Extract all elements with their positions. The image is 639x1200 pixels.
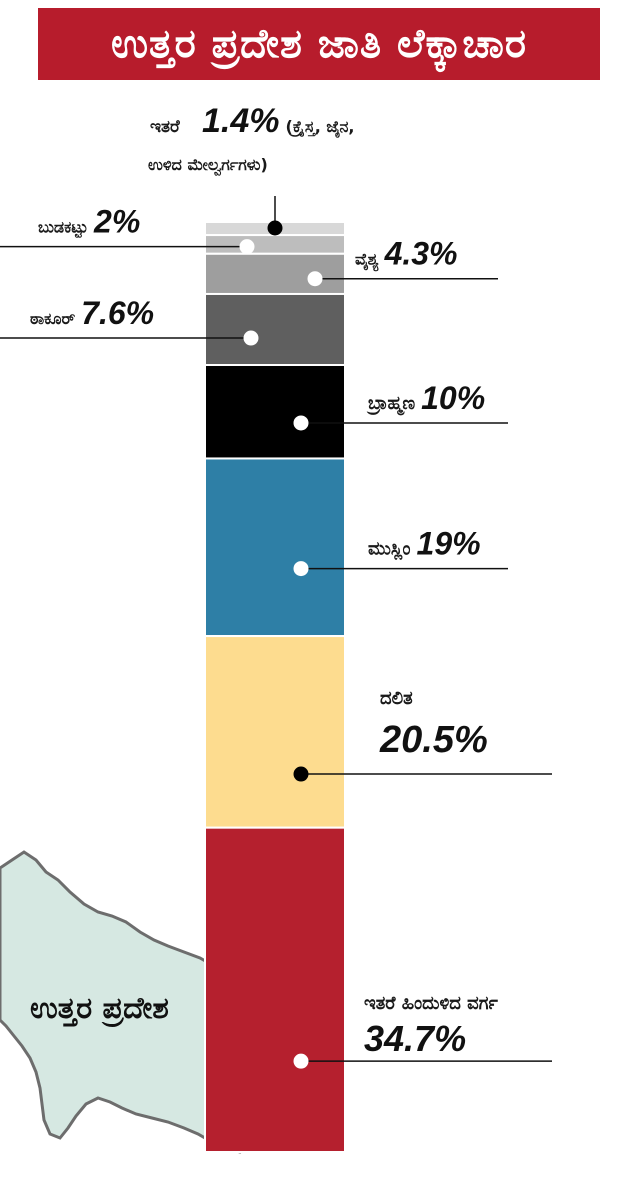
- map-label: ಉತ್ತರ ಪ್ರದೇಶ: [30, 991, 169, 1028]
- segment-name-label: ವೈಶ್ಯ: [355, 250, 379, 272]
- bar-segment: [204, 364, 346, 460]
- chart-title: ಉತ್ತರ ಪ್ರದೇಶ ಜಾತಿ ಲೆಕ್ಕಾಚಾರ: [110, 21, 528, 67]
- bar-segment: [204, 635, 346, 829]
- segment-name-label: ಇತರೆ ಹಿಂದುಳಿದ ವರ್ಗ: [364, 993, 498, 1014]
- segment-name-label: ಇತರೆ: [150, 117, 181, 137]
- segment-name-label: ಬ್ರಾಹ್ಮಣ: [366, 393, 415, 416]
- bar-segments: [204, 221, 346, 1153]
- label-dot: [239, 239, 255, 255]
- segment-name-label: ಮುಸ್ಲಿಂ: [368, 539, 411, 561]
- label-dot: [267, 220, 283, 236]
- segment-note-label: ಉಳಿದ ಮೇಲ್ವರ್ಗಗಳು): [148, 155, 268, 176]
- segment-name-label: ಠಾಕೂರ್: [30, 309, 75, 328]
- label-dot: [307, 271, 323, 287]
- segment-labels: ಇತರೆ 1.4% (ಕ್ರೈಸ್ತ, ಜೈನ, ಉಳಿದ ಮೇಲ್ವರ್ಗಗಳು) ಬ…: [30, 102, 498, 1059]
- segment-value-label: 34.7%: [364, 1018, 466, 1059]
- segment-note-label: (ಕ್ರೈಸ್ತ, ಜೈನ,: [286, 117, 355, 138]
- leader-lines: [0, 196, 552, 1069]
- label-dot: [293, 1053, 309, 1069]
- bar-segment: [204, 457, 346, 638]
- bar-segment: [204, 252, 346, 295]
- segment-value-label: 2%: [93, 204, 140, 240]
- bar-segment: [204, 826, 346, 1153]
- segment-value-label: 7.6%: [81, 295, 154, 331]
- segment-value-label: 19%: [417, 526, 481, 562]
- segment-name-label: ಬುಡಕಟ್ಟು: [38, 218, 88, 240]
- label-dot: [293, 561, 309, 577]
- label-dot: [293, 415, 309, 431]
- segment-value-label: 20.5%: [379, 719, 488, 761]
- bar-segment: [204, 292, 346, 367]
- bar-segment: [204, 234, 346, 255]
- segment-name-label: ದಲಿತ: [380, 688, 413, 709]
- title-banner: ಉತ್ತರ ಪ್ರದೇಶ ಜಾತಿ ಲೆಕ್ಕಾಚಾರ: [38, 8, 600, 80]
- label-dot: [243, 330, 259, 346]
- segment-value-label: 4.3%: [384, 236, 458, 272]
- segment-value-label: 1.4%: [202, 102, 280, 140]
- segment-value-label: 10%: [421, 380, 485, 416]
- label-dot: [293, 766, 309, 782]
